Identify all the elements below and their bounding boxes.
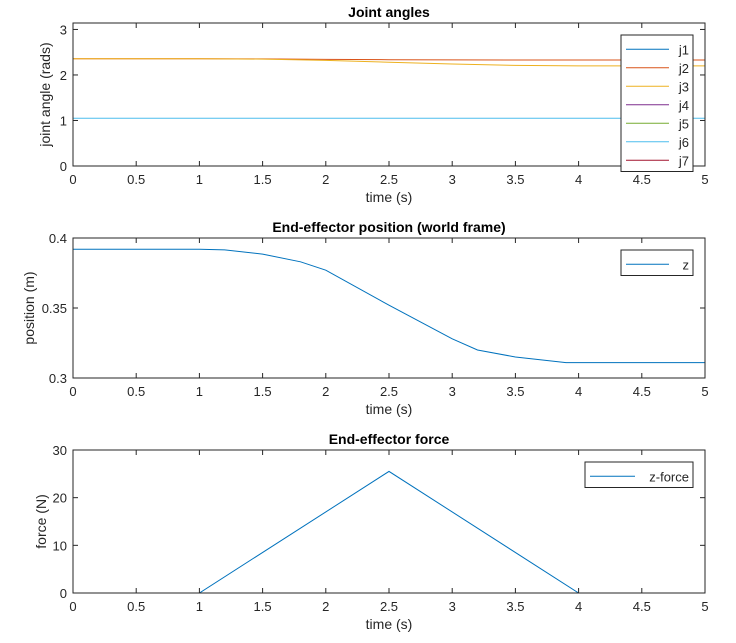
y-tick-label: 30: [53, 443, 67, 458]
subplot-2: 0 0.5 1 1.5 2 2.5 3 3.5 4 4.5 5 0.3 0.35 0.4 End-effec…: [21, 219, 709, 417]
series-line-j3: [73, 58, 705, 67]
x-tick-label: 3.5: [506, 384, 524, 399]
x-tick-label: 3: [449, 599, 456, 614]
x-tick-label: 3.5: [506, 599, 524, 614]
x-tick-label: 2: [322, 384, 329, 399]
x-tick-label: 0.5: [127, 384, 145, 399]
x-tick-label: 1: [196, 599, 203, 614]
x-tick-label: 0.5: [127, 599, 145, 614]
x-tick-label: 1: [196, 172, 203, 187]
y-axis-label: force (N): [33, 494, 49, 548]
legend-box: [620, 249, 694, 276]
plot-area: [73, 23, 705, 166]
chart-title: End-effector force: [329, 431, 450, 447]
x-tick-label: 2: [322, 599, 329, 614]
x-tick-label: 1.5: [254, 599, 272, 614]
chart-title: End-effector position (world frame): [272, 219, 505, 235]
y-tick-label: 0.4: [49, 231, 67, 246]
x-tick-label: 2.5: [380, 172, 398, 187]
y-tick-label: 0.3: [49, 371, 67, 386]
x-tick-label: 0: [69, 172, 76, 187]
x-tick-label: 1.5: [254, 384, 272, 399]
legend-label: j4: [678, 98, 689, 113]
x-tick-label: 3: [449, 384, 456, 399]
subplot-3: 0 0.5 1 1.5 2 2.5 3 3.5 4 4.5 5 0 10 20 30 End-effector…: [33, 431, 709, 632]
x-tick-label: 4.5: [633, 172, 651, 187]
plot-area: [73, 238, 705, 378]
legend[interactable]: j1 j2 j3 j4 j5 j6 j7: [620, 34, 694, 172]
y-axis-label: joint angle (rads): [37, 42, 53, 147]
x-tick-label: 3: [449, 172, 456, 187]
y-tick-label: 3: [60, 22, 67, 37]
legend-label: j6: [678, 135, 689, 150]
x-tick-label: 5: [701, 172, 708, 187]
legend-label: j2: [678, 61, 689, 76]
y-tick-label: 2: [60, 68, 67, 83]
x-axis-label: time (s): [366, 189, 413, 205]
x-tick-label: 4.5: [633, 384, 651, 399]
x-tick-label: 1: [196, 384, 203, 399]
x-tick-label: 3.5: [506, 172, 524, 187]
legend-label: j1: [678, 42, 689, 57]
subplot-1: 0 0.5 1 1.5 2 2.5 3 3.5 4 4.5 5 0 1 2 3 Joint angles tim…: [37, 4, 709, 205]
legend-box: [584, 461, 694, 488]
y-tick-label: 20: [53, 491, 67, 506]
y-tick-label: 0.35: [42, 301, 67, 316]
legend-label: z: [683, 257, 690, 272]
x-tick-label: 0: [69, 599, 76, 614]
x-tick-label: 5: [701, 599, 708, 614]
x-tick-label: 0: [69, 384, 76, 399]
x-tick-label: 5: [701, 384, 708, 399]
x-tick-label: 4.5: [633, 599, 651, 614]
x-axis-label: time (s): [366, 616, 413, 632]
legend-label: z-force: [649, 469, 689, 484]
x-tick-label: 4: [575, 599, 582, 614]
x-tick-label: 2: [322, 172, 329, 187]
x-tick-label: 1.5: [254, 172, 272, 187]
x-tick-label: 4: [575, 384, 582, 399]
y-axis-label: position (m): [21, 271, 37, 344]
legend-label: j3: [678, 79, 689, 94]
x-tick-label: 0.5: [127, 172, 145, 187]
legend-box: [620, 34, 694, 172]
legend[interactable]: z: [620, 249, 694, 276]
y-tick-label: 0: [60, 586, 67, 601]
x-tick-label: 2.5: [380, 384, 398, 399]
x-tick-label: 2.5: [380, 599, 398, 614]
chart-title: Joint angles: [348, 4, 430, 20]
x-tick-label: 4: [575, 172, 582, 187]
legend-label: j7: [678, 153, 689, 168]
legend[interactable]: z-force: [584, 461, 694, 488]
y-tick-label: 1: [60, 113, 67, 128]
y-tick-label: 0: [60, 159, 67, 174]
series-line-z: [73, 248, 705, 364]
legend-label: j5: [678, 116, 689, 131]
x-axis-label: time (s): [366, 401, 413, 417]
y-tick-label: 10: [53, 538, 67, 553]
